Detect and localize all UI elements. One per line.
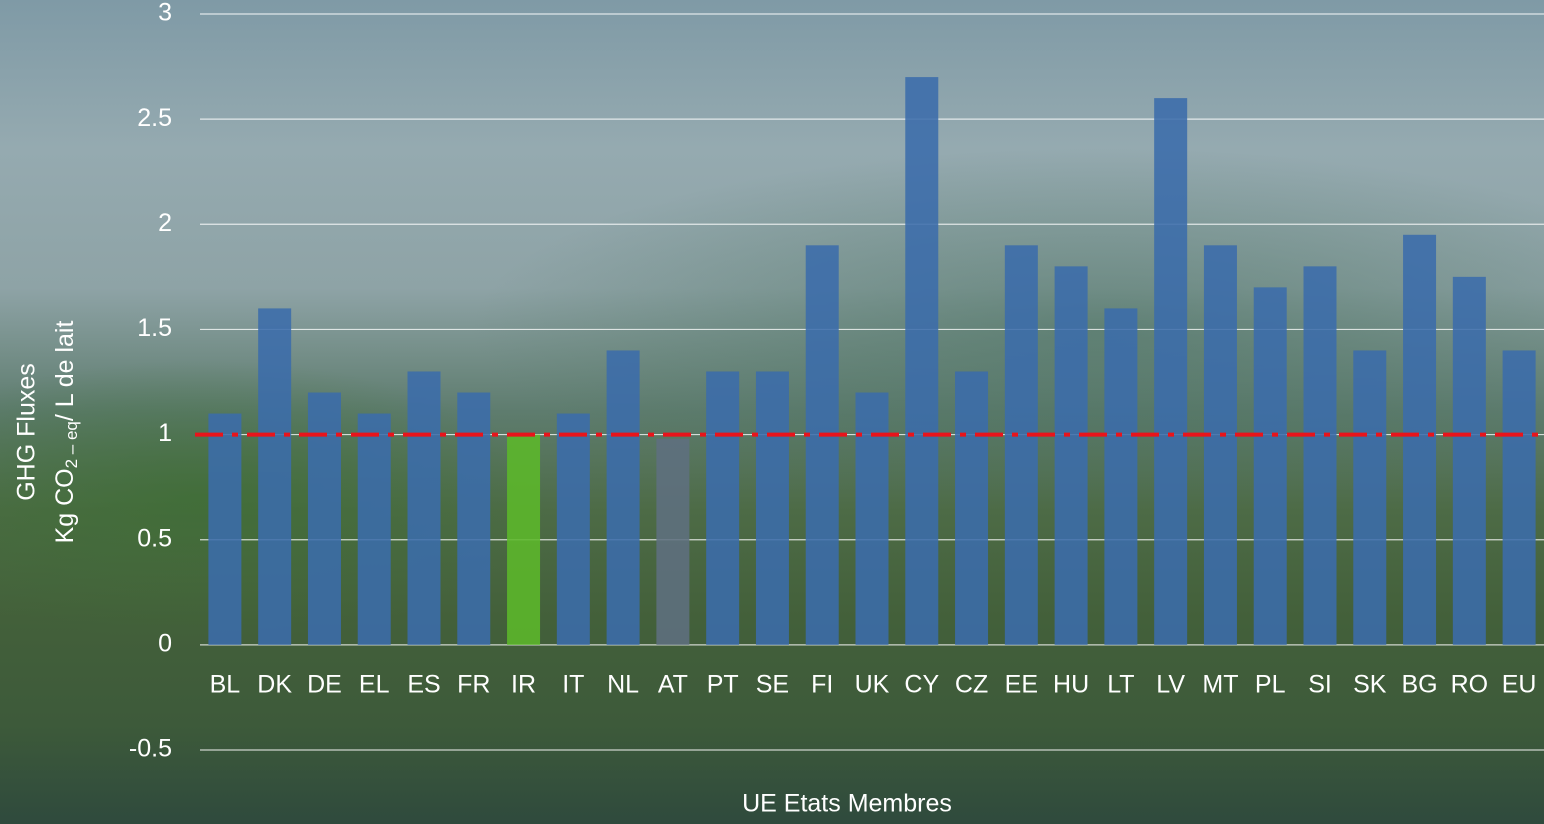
x-tick-label: PT [707, 671, 739, 699]
bar [457, 392, 491, 645]
bar [855, 392, 889, 645]
bar [258, 308, 292, 645]
bar [208, 413, 242, 645]
bar [307, 392, 341, 645]
x-tick-label: IT [562, 671, 584, 699]
y-tick-label: 3 [158, 0, 172, 27]
bar [1303, 266, 1337, 645]
bar [805, 245, 839, 645]
bar [1452, 276, 1486, 645]
x-tick-label: HU [1053, 671, 1089, 699]
y-tick-label: -0.5 [129, 735, 172, 763]
x-tick-label: EL [359, 671, 390, 699]
x-axis-label: UE Etats Membres [742, 790, 952, 818]
y-tick-label: 0.5 [137, 524, 172, 552]
x-tick-label: AT [658, 671, 688, 699]
x-tick-label: NL [607, 671, 639, 699]
bar [905, 77, 939, 645]
x-tick-label: DE [307, 671, 342, 699]
y-axis-label-part: / L de lait [51, 321, 79, 422]
x-tick-label: FI [811, 671, 833, 699]
bar [1154, 98, 1188, 645]
y-tick-label: 2 [158, 209, 172, 237]
x-tick-label: RO [1451, 671, 1489, 699]
x-tick-label: CY [904, 671, 939, 699]
y-tick-label: 1.5 [137, 314, 172, 342]
x-tick-label: BG [1401, 671, 1437, 699]
x-tick-label: EU [1502, 671, 1537, 699]
y-axis-label-part: 2 [62, 459, 81, 468]
bar [606, 350, 640, 645]
x-tick-label: SE [756, 671, 789, 699]
bar [556, 413, 590, 645]
x-tick-label: BL [210, 671, 241, 699]
x-tick-label: IR [511, 671, 536, 699]
y-tick-label: 0 [158, 629, 172, 657]
x-tick-label: PL [1255, 671, 1286, 699]
bar [1004, 245, 1038, 645]
y-axis-label-part: – eq [62, 421, 81, 459]
x-tick-label: SK [1353, 671, 1387, 699]
bar [357, 413, 391, 645]
y-tick-label: 2.5 [137, 104, 172, 132]
bar [1403, 234, 1437, 645]
y-axis-label: GHG Fluxes Kg CO2 – eq/ L de lait [13, 321, 82, 544]
bar [1054, 266, 1088, 645]
y-axis-label-part: Kg CO [51, 468, 79, 543]
x-tick-label: LV [1156, 671, 1185, 699]
bar [1502, 350, 1536, 645]
bar [755, 371, 789, 645]
bar [656, 438, 690, 645]
x-tick-label: MT [1202, 671, 1238, 699]
x-tick-label: UK [855, 671, 890, 699]
y-tick-label: 1 [158, 419, 172, 447]
x-tick-label: ES [407, 671, 440, 699]
x-tick-label: FR [457, 671, 490, 699]
x-tick-label: EE [1005, 671, 1038, 699]
x-tick-label: LT [1107, 671, 1134, 699]
bar [507, 434, 541, 645]
bar [955, 371, 989, 645]
bar [1104, 308, 1138, 645]
bar [706, 371, 740, 645]
bar [407, 371, 441, 645]
bar [1353, 350, 1387, 645]
y-axis-label-line: GHG Fluxes [13, 363, 41, 501]
x-tick-label: CZ [955, 671, 988, 699]
y-axis-label-line: Kg CO2 – eq/ L de lait [51, 321, 82, 544]
bar [1253, 287, 1287, 645]
x-tick-label: DK [257, 671, 292, 699]
bar [1203, 245, 1237, 645]
x-tick-label: SI [1308, 671, 1332, 699]
